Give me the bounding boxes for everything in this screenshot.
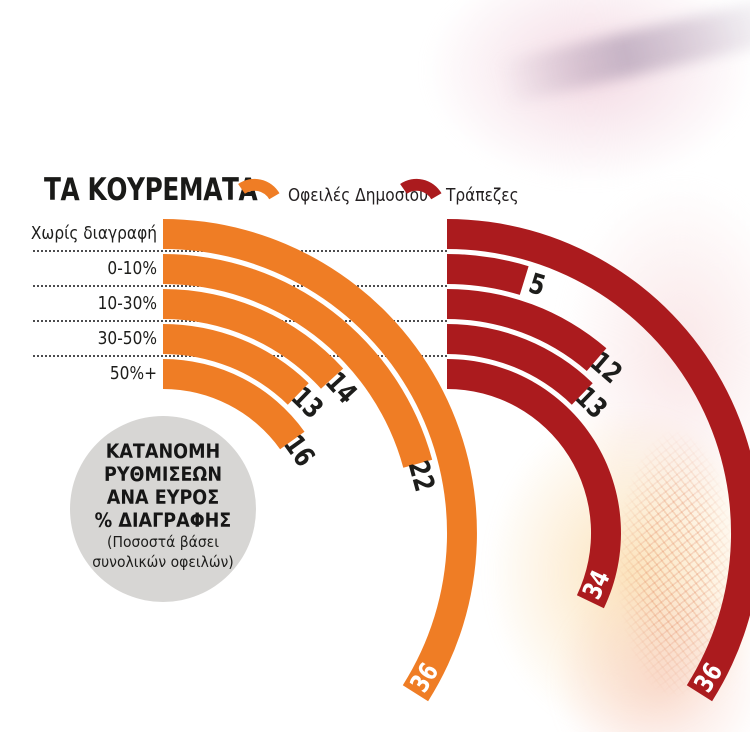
- category-label: 30-50%: [97, 329, 157, 349]
- legend-label-public-debts: Οφειλές Δημοσίου: [288, 186, 429, 206]
- arc-swatch-icon: [238, 178, 280, 200]
- category-label: 50%+: [109, 364, 157, 384]
- legend-label-banks: Τράπεζες: [446, 186, 519, 206]
- category-label: 0-10%: [107, 259, 157, 279]
- arc-swatch-icon: [400, 178, 442, 200]
- center-circle-title-line: ΑΝΑ ΕΥΡΟΣ: [106, 486, 220, 509]
- center-circle-title-line: ΡΥΘΜΙΣΕΩΝ: [103, 463, 223, 486]
- center-circle-note-line: (Ποσοστά βάσει: [107, 533, 219, 551]
- arc-segment-series1-cat0: [447, 219, 750, 702]
- arc-segment-series1-cat1: [447, 254, 529, 295]
- page-title: ΤΑ ΚΟΥΡΕΜΑΤΑ: [44, 172, 258, 208]
- center-circle: ΚΑΤΑΝΟΜΗ ΡΥΘΜΙΣΕΩΝ ΑΝΑ ΕΥΡΟΣ% ΔΙΑΓΡΑΦΗΣ (Πο…: [70, 416, 256, 602]
- category-label: 10-30%: [97, 294, 157, 314]
- center-circle-note-line: συνολικών οφειλών): [92, 553, 234, 571]
- arc-segment-series1-cat3: [447, 324, 593, 405]
- arc-segment-series0-cat1: [163, 254, 433, 468]
- center-circle-title-line: % ΔΙΑΓΡΑΦΗΣ: [94, 509, 232, 532]
- arc-segment-series0-cat3: [163, 324, 309, 405]
- arc-segment-series0-cat4: [163, 359, 305, 450]
- center-circle-title-line: ΚΑΤΑΝΟΜΗ: [105, 440, 221, 463]
- arc-segment-series0-cat2: [163, 289, 344, 389]
- arc-segment-series1-cat2: [447, 289, 607, 371]
- arc-segment-series1-cat4: [447, 359, 621, 609]
- legend-swatch-public-debts-arc-icon: [238, 178, 280, 200]
- category-label: Χωρίς διαγραφή: [30, 224, 158, 244]
- arc-segment-series0-cat0: [163, 219, 477, 702]
- legend-swatch-banks-arc-icon: [400, 178, 442, 200]
